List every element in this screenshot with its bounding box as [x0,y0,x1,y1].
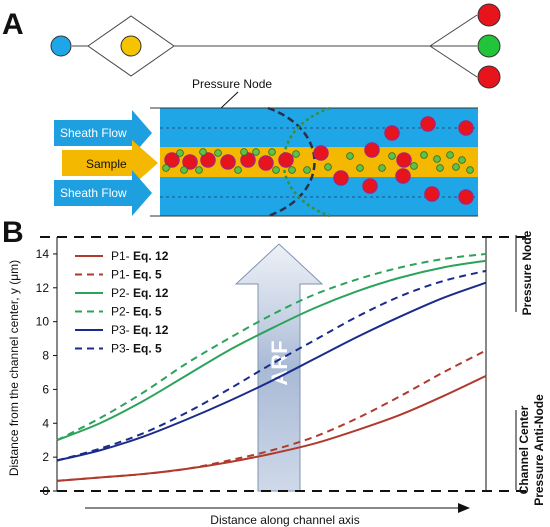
large-particle [396,152,412,168]
legend-entry: P3- Eq. 5 [111,342,162,356]
small-particle [436,164,444,172]
outlet-top-dot [477,3,501,27]
x-axis-arrow-head [458,503,470,513]
legend-entry: P1- Eq. 12 [111,249,169,263]
y-tick-label: 14 [36,247,50,261]
sample-arrow: Sample [62,140,158,186]
large-particle [333,170,349,186]
outlet-branch-top [429,14,478,47]
small-particle [458,156,466,164]
large-particle [395,168,411,184]
inlet-center-dot [120,35,142,57]
large-particle [200,152,216,168]
small-particle [288,166,296,174]
outlet-branch-bottom [429,45,478,78]
right-label-pressure-node: Pressure Node [520,230,534,315]
small-particle [195,166,203,174]
right-label-anti-node: Pressure Anti-Node [532,394,546,506]
legend-entry: P3- Eq. 12 [111,323,169,337]
panel-b: B ARF 0 2 4 6 8 10 12 14 Distance from the channe… [2,216,546,527]
small-particle [356,164,364,172]
large-particle [164,152,180,168]
small-particle [199,148,207,156]
y-tick-label: 6 [42,382,49,396]
arf-arrow: ARF [234,243,324,492]
sample-label: Sample [86,157,127,171]
large-particle [240,152,256,168]
y-tick-label: 10 [36,315,50,329]
series-line-4 [56,252,487,442]
sheath-flow-top-label: Sheath Flow [60,126,127,140]
y-tick-label: 0 [42,484,49,498]
right-label-channel-center: Channel Center [517,405,531,494]
small-particle [324,163,332,171]
small-particle [410,162,418,170]
large-particle [258,155,274,171]
arf-arrow-shape [234,243,324,492]
large-particle [278,152,294,168]
y-tick-label: 2 [42,450,49,464]
large-particle [458,189,474,205]
large-particle [424,186,440,202]
large-particle [313,145,329,161]
panel-a-label: A [2,8,24,41]
y-tick-label: 4 [42,416,49,430]
small-particle [388,152,396,160]
large-particle [364,142,380,158]
large-particle [384,125,400,141]
legend: P1- Eq. 12 P1- Eq. 5 P2- Eq. 12 P2- Eq. 5 P3… [75,249,169,356]
large-particle [362,178,378,194]
outlet-bottom-dot [477,65,501,89]
large-particle [220,154,236,170]
outlet-middle-dot [477,34,501,58]
small-particle [268,148,276,156]
y-tick-label: 8 [42,349,49,363]
small-particle [420,151,428,159]
panel-a: A Pressure Node [2,3,501,218]
small-particle [162,164,170,172]
small-particle [180,166,188,174]
small-particle [452,163,460,171]
y-axis-label: Distance from the channel center, y (μm) [7,260,21,476]
legend-entry: P2- Eq. 5 [111,305,162,319]
series-line-5 [56,281,487,462]
small-particle [303,166,311,174]
large-particle [420,116,436,132]
small-particle [272,166,280,174]
series-line-2 [56,349,487,482]
panel-b-label: B [2,216,24,249]
x-axis-label: Distance along channel axis [210,513,359,527]
sheath-flow-top-arrow: Sheath Flow [54,110,152,156]
large-particle [182,154,198,170]
arf-label: ARF [267,340,292,385]
small-particle [292,150,300,158]
series-line-6 [56,269,487,462]
small-particle [234,166,242,174]
small-particle [378,164,386,172]
sheath-flow-bottom-arrow: Sheath Flow [54,170,152,216]
inlet-left-dot [50,35,72,57]
legend-entry: P1- Eq. 5 [111,268,162,282]
chip-schematic [72,14,478,78]
series-line-3 [56,259,487,442]
small-particle [466,166,474,174]
small-particle [214,149,222,157]
y-tick-label: 12 [36,281,50,295]
small-particle [433,155,441,163]
legend-entry: P2- Eq. 12 [111,286,169,300]
small-particle [176,149,184,157]
large-particle [458,120,474,136]
sheath-flow-bottom-label: Sheath Flow [60,186,127,200]
particle-group [162,116,474,205]
small-particle [346,152,354,160]
small-particle [252,148,260,156]
pressure-node-label: Pressure Node [192,77,272,91]
small-particle [446,151,454,159]
line-chart: ARF 0 2 4 6 8 10 12 14 Distance from the channel … [7,236,530,527]
small-particle [240,148,248,156]
